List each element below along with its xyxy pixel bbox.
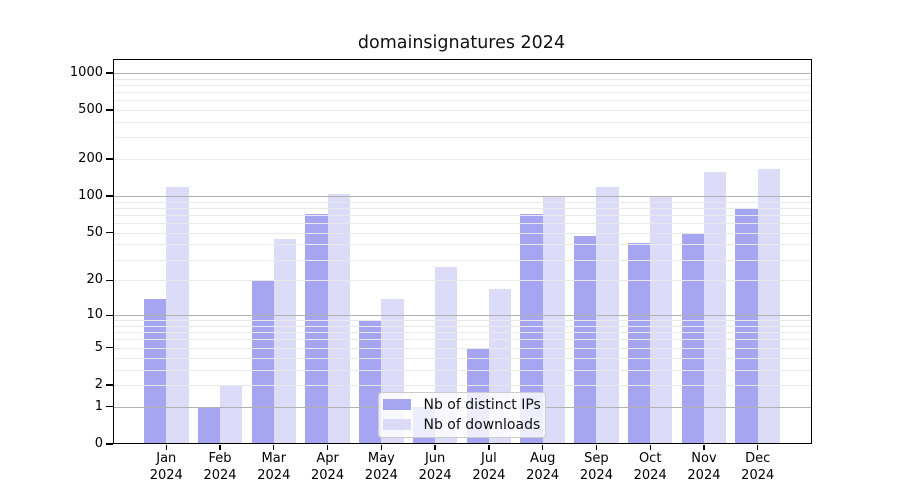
y-tick-mark-10 [105,314,113,316]
gridline-major-100 [112,196,812,198]
gridline-minor-5 [112,347,812,349]
x-tick-label-may: May 2024 [364,451,398,483]
bar-downloads-aug [542,196,565,444]
bar-downloads-dec [757,169,781,444]
gridline-minor-500 [112,110,812,112]
gridline-minor-50 [112,232,812,234]
gridline-minor-8 [112,325,812,327]
gridline-minor-3 [112,369,812,371]
x-tick-label-aug: Aug 2024 [526,451,560,483]
gridline-minor-80 [112,207,812,209]
plot-area [112,59,812,444]
gridline-minor-300 [112,137,812,139]
gridline-minor-700 [112,91,812,93]
bar-distinct-ips-may [359,320,382,444]
x-tick-mark-oct [649,445,651,450]
bar-downloads-apr [327,194,350,444]
gridline-minor-40 [112,244,812,246]
x-tick-mark-jun [434,445,436,450]
legend: Nb of distinct IPs Nb of downloads [377,391,546,438]
x-tick-mark-apr [326,445,329,450]
x-tick-label-dec: Dec 2024 [741,451,775,483]
x-tick-mark-sep [595,445,598,450]
legend-row-downloads: Nb of downloads [382,415,540,435]
x-tick-label-oct: Oct 2024 [633,451,667,483]
y-tick-label-100: 100 [78,188,103,204]
y-tick-mark-0 [105,443,113,445]
x-tick-label-sep: Sep 2024 [579,451,613,483]
y-tick-label-0: 0 [94,436,103,451]
x-tick-mark-may [380,445,382,450]
legend-swatch-downloads [382,419,411,430]
gridline-minor-800 [112,84,812,86]
y-tick-label-10: 10 [86,307,103,323]
gridline-minor-30 [112,259,812,261]
bar-downloads-oct [650,196,673,444]
gridline-major-1000 [112,72,812,74]
x-tick-mark-feb [219,445,221,450]
y-tick-mark-1000 [105,72,113,74]
y-tick-mark-5 [105,347,113,349]
x-tick-label-feb: Feb 2024 [203,451,237,483]
gridline-minor-4 [112,357,812,359]
legend-row-distinct-ips: Nb of distinct IPs [382,395,541,415]
gridline-minor-6 [112,339,812,341]
bar-distinct-ips-nov [681,232,704,444]
y-tick-label-50: 50 [86,224,103,240]
gridline-minor-70 [112,214,812,216]
y-tick-label-2: 2 [94,376,103,392]
y-tick-label-20: 20 [86,272,103,288]
y-tick-mark-1 [105,406,113,408]
bar-downloads-nov [703,171,727,444]
x-tick-mark-dec [757,445,759,450]
gridline-minor-200 [112,159,812,161]
y-tick-mark-200 [105,158,113,160]
y-tick-mark-100 [105,195,113,197]
bar-distinct-ips-oct [627,243,651,444]
gridline-minor-90 [112,201,812,203]
x-tick-label-jan: Jan 2024 [149,451,183,483]
y-tick-label-200: 200 [78,151,103,167]
y-tick-label-5: 5 [94,339,103,355]
legend-label-distinct-ips: Nb of distinct IPs [423,396,541,413]
x-tick-label-nov: Nov 2024 [687,451,721,483]
bar-distinct-ips-mar [251,280,274,444]
bar-distinct-ips-aug [520,214,543,444]
y-tick-label-1000: 1000 [69,64,103,80]
legend-label-downloads: Nb of downloads [423,416,541,433]
gridline-minor-9 [112,320,812,322]
gridline-minor-7 [112,332,812,334]
y-tick-mark-2 [105,384,113,386]
x-tick-mark-jul [488,445,490,450]
y-tick-label-1: 1 [94,398,103,414]
gridline-minor-600 [112,100,812,102]
bar-distinct-ips-feb [197,406,221,444]
x-tick-mark-mar [273,445,275,450]
x-tick-mark-jan [165,445,167,450]
gridline-major-10 [112,315,812,317]
legend-swatch-distinct-ips [382,399,411,410]
gridline-minor-400 [112,121,812,123]
gridline-minor-2 [112,384,812,386]
gridline-minor-20 [112,280,812,282]
x-tick-mark-nov [703,445,705,450]
y-tick-mark-500 [105,109,113,111]
y-tick-label-500: 500 [78,102,103,118]
x-tick-label-mar: Mar 2024 [257,451,291,483]
gridline-minor-900 [112,78,812,80]
x-tick-label-jul: Jul 2024 [472,451,506,483]
chart-title: domainsignatures 2024 [357,33,566,53]
gridline-minor-60 [112,223,812,225]
x-tick-mark-aug [542,445,544,450]
bar-distinct-ips-apr [305,213,328,444]
y-tick-mark-20 [105,279,113,282]
bar-downloads-mar [273,239,297,444]
y-tick-mark-50 [105,232,113,234]
x-tick-label-apr: Apr 2024 [311,451,345,483]
x-tick-label-jun: Jun 2024 [418,451,452,483]
bar-downloads-feb [220,384,243,444]
